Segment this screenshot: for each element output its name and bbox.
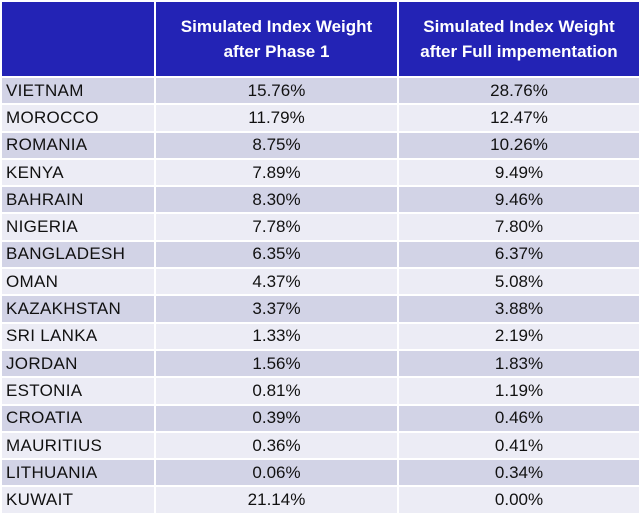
table-row: SRI LANKA 1.33% 2.19% bbox=[2, 323, 639, 351]
table-row: OMAN 4.37% 5.08% bbox=[2, 269, 639, 297]
full-value-cell: 6.37% bbox=[399, 241, 639, 270]
phase1-value-cell: 3.37% bbox=[156, 296, 399, 324]
country-cell: KUWAIT bbox=[2, 487, 156, 515]
phase1-value-cell: 0.39% bbox=[156, 405, 399, 433]
full-value-cell: 9.46% bbox=[399, 187, 639, 215]
phase1-value-cell: 1.33% bbox=[156, 323, 399, 351]
header-phase1-line2: after Phase 1 bbox=[223, 42, 330, 61]
phase1-value-cell: 21.14% bbox=[156, 487, 399, 515]
full-value-cell: 0.46% bbox=[399, 405, 639, 433]
full-value-cell: 12.47% bbox=[399, 105, 639, 133]
country-cell: LITHUANIA bbox=[2, 460, 156, 488]
table-row: BAHRAIN 8.30% 9.46% bbox=[2, 187, 639, 215]
country-cell: OMAN bbox=[2, 269, 156, 297]
header-phase1: Simulated Index Weight after Phase 1 bbox=[156, 2, 399, 78]
table-row: CROATIA 0.39% 0.46% bbox=[2, 405, 639, 433]
country-cell: CROATIA bbox=[2, 405, 156, 433]
table-row: MOROCCO 11.79% 12.47% bbox=[2, 105, 639, 133]
phase1-value-cell: 15.76% bbox=[156, 78, 399, 106]
phase1-value-cell: 6.35% bbox=[156, 241, 399, 270]
full-value-cell: 0.41% bbox=[399, 432, 639, 461]
header-full-line1: Simulated Index Weight bbox=[423, 17, 615, 36]
header-row: Simulated Index Weight after Phase 1 Sim… bbox=[2, 2, 639, 78]
full-value-cell: 3.88% bbox=[399, 296, 639, 324]
table-body: VIETNAM 15.76% 28.76% MOROCCO 11.79% 12.47% RO… bbox=[2, 78, 639, 515]
full-value-cell: 0.00% bbox=[399, 487, 639, 515]
full-value-cell: 28.76% bbox=[399, 78, 639, 106]
table-row: KENYA 7.89% 9.49% bbox=[2, 159, 639, 188]
phase1-value-cell: 7.89% bbox=[156, 159, 399, 188]
full-value-cell: 10.26% bbox=[399, 132, 639, 160]
country-cell: KAZAKHSTAN bbox=[2, 296, 156, 324]
full-value-cell: 2.19% bbox=[399, 323, 639, 351]
table-row: JORDAN 1.56% 1.83% bbox=[2, 350, 639, 379]
table-row: ESTONIA 0.81% 1.19% bbox=[2, 378, 639, 406]
phase1-value-cell: 0.81% bbox=[156, 378, 399, 406]
header-phase1-line1: Simulated Index Weight bbox=[180, 17, 373, 36]
country-cell: VIETNAM bbox=[2, 78, 156, 106]
country-cell: SRI LANKA bbox=[2, 323, 156, 351]
phase1-value-cell: 0.36% bbox=[156, 432, 399, 461]
phase1-value-cell: 1.56% bbox=[156, 350, 399, 379]
table-row: MAURITIUS 0.36% 0.41% bbox=[2, 432, 639, 461]
phase1-value-cell: 7.78% bbox=[156, 214, 399, 242]
table-row: ROMANIA 8.75% 10.26% bbox=[2, 132, 639, 160]
table-row: KAZAKHSTAN 3.37% 3.88% bbox=[2, 296, 639, 324]
country-cell: NIGERIA bbox=[2, 214, 156, 242]
table-row: LITHUANIA 0.06% 0.34% bbox=[2, 460, 639, 488]
full-value-cell: 5.08% bbox=[399, 269, 639, 297]
country-cell: ROMANIA bbox=[2, 132, 156, 160]
phase1-value-cell: 11.79% bbox=[156, 105, 399, 133]
table-row: BANGLADESH 6.35% 6.37% bbox=[2, 241, 639, 270]
country-cell: MAURITIUS bbox=[2, 432, 156, 461]
phase1-value-cell: 8.75% bbox=[156, 132, 399, 160]
country-cell: MOROCCO bbox=[2, 105, 156, 133]
country-cell: BANGLADESH bbox=[2, 241, 156, 270]
phase1-value-cell: 8.30% bbox=[156, 187, 399, 215]
country-cell: KENYA bbox=[2, 159, 156, 188]
full-value-cell: 1.19% bbox=[399, 378, 639, 406]
header-full-line2: after Full impementation bbox=[420, 42, 618, 61]
full-value-cell: 1.83% bbox=[399, 350, 639, 379]
header-full: Simulated Index Weight after Full impeme… bbox=[399, 2, 639, 78]
phase1-value-cell: 4.37% bbox=[156, 269, 399, 297]
country-cell: ESTONIA bbox=[2, 378, 156, 406]
table-row: KUWAIT 21.14% 0.00% bbox=[2, 487, 639, 515]
table-row: NIGERIA 7.78% 7.80% bbox=[2, 214, 639, 242]
phase1-value-cell: 0.06% bbox=[156, 460, 399, 488]
full-value-cell: 7.80% bbox=[399, 214, 639, 242]
country-cell: JORDAN bbox=[2, 350, 156, 379]
country-cell: BAHRAIN bbox=[2, 187, 156, 215]
table-row: VIETNAM 15.76% 28.76% bbox=[2, 78, 639, 106]
full-value-cell: 0.34% bbox=[399, 460, 639, 488]
header-corner-cell bbox=[2, 2, 156, 78]
full-value-cell: 9.49% bbox=[399, 159, 639, 188]
